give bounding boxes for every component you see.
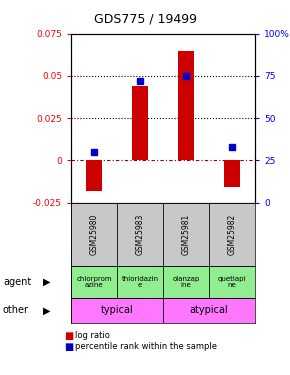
Text: agent: agent [3, 277, 31, 287]
Text: other: other [3, 305, 29, 315]
Bar [117, 202, 163, 266]
Bar [117, 266, 163, 298]
Bar [163, 202, 209, 266]
Text: ■: ■ [64, 342, 73, 352]
Bar [71, 266, 117, 298]
Bar [224, 160, 240, 188]
Bar [209, 266, 255, 298]
Text: GDS775 / 19499: GDS775 / 19499 [93, 12, 197, 25]
Text: GSM25981: GSM25981 [182, 214, 191, 255]
Text: olanzap
ine: olanzap ine [173, 276, 200, 288]
Bar [86, 160, 102, 190]
Bar [163, 298, 255, 322]
Text: GSM25980: GSM25980 [90, 214, 99, 255]
Bar [71, 202, 117, 266]
Text: percentile rank within the sample: percentile rank within the sample [75, 342, 218, 351]
Text: atypical: atypical [190, 305, 229, 315]
Text: quetiapi
ne: quetiapi ne [218, 276, 246, 288]
Text: ■: ■ [64, 331, 73, 340]
Bar [178, 51, 194, 160]
Text: thioridazin
e: thioridazin e [122, 276, 159, 288]
Text: GSM25983: GSM25983 [136, 214, 145, 255]
Bar [163, 266, 209, 298]
Bar [209, 202, 255, 266]
Text: typical: typical [101, 305, 133, 315]
Text: ▶: ▶ [43, 305, 50, 315]
Text: log ratio: log ratio [75, 331, 110, 340]
Bar [132, 86, 148, 160]
Bar [71, 298, 163, 322]
Text: GSM25982: GSM25982 [228, 214, 237, 255]
Text: ▶: ▶ [43, 277, 50, 287]
Text: chlorprom
azine: chlorprom azine [76, 276, 112, 288]
